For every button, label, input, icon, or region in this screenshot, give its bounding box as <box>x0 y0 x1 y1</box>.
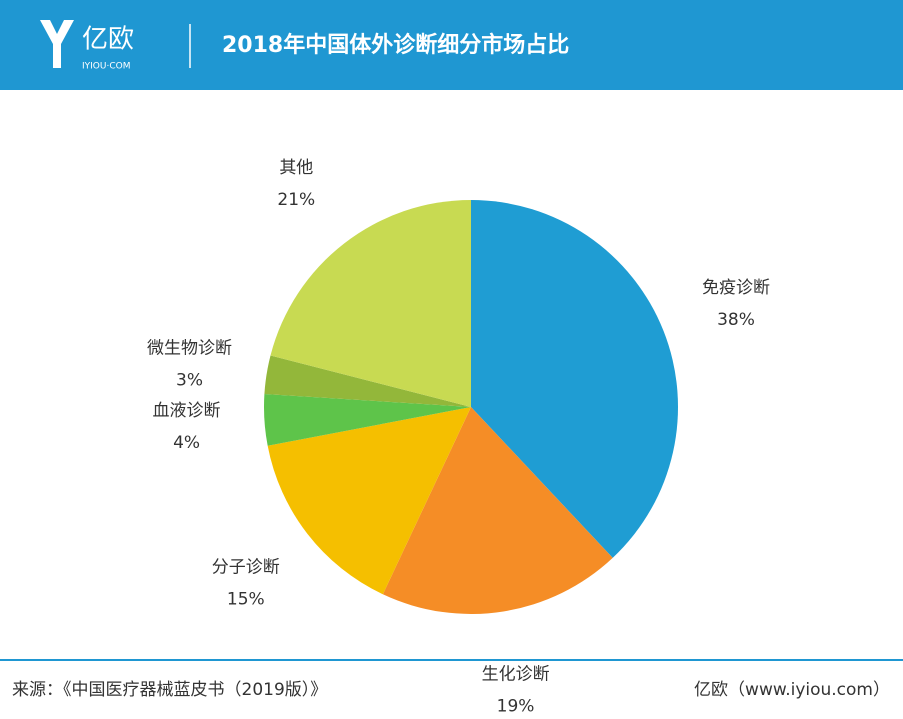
slice-value-label: 15% <box>227 590 265 610</box>
slice-label: 其他 <box>279 158 313 178</box>
logo-name: 亿欧 <box>82 25 134 55</box>
pie-slice <box>264 394 471 446</box>
footer-source: 来源：《中国医疗器械蓝皮书（2019版）》 <box>12 680 327 700</box>
pie-slice <box>270 200 471 407</box>
header-bar <box>0 0 903 90</box>
slice-label: 血液诊断 <box>153 401 221 421</box>
slice-label: 分子诊断 <box>212 558 280 578</box>
slice-value-label: 4% <box>173 433 200 453</box>
slice-label: 微生物诊断 <box>147 338 232 358</box>
slice-label: 生化诊断 <box>482 664 550 684</box>
pie: 免疫诊断 38% 生化诊断 19% 分子诊断 15% 血液诊断 4% 微生物诊断 3% 其他 21% <box>147 158 770 717</box>
chart-title: 2018年中国体外诊断细分市场占比 <box>222 32 569 58</box>
pie-slice <box>471 200 678 558</box>
logo-mark <box>40 20 74 68</box>
footer-credit: 亿欧（www.iyiou.com） <box>694 680 890 700</box>
slice-value-label: 19% <box>497 696 535 716</box>
pie-slice <box>267 407 471 595</box>
slice-value-label: 21% <box>277 190 315 210</box>
pie-slice <box>382 407 613 614</box>
slice-value-label: 3% <box>176 370 203 390</box>
slice-value-label: 38% <box>717 310 755 330</box>
logo-domain: IYIOU·COM <box>82 62 130 72</box>
slice-label: 免疫诊断 <box>702 278 770 298</box>
pie-slice <box>264 355 471 407</box>
